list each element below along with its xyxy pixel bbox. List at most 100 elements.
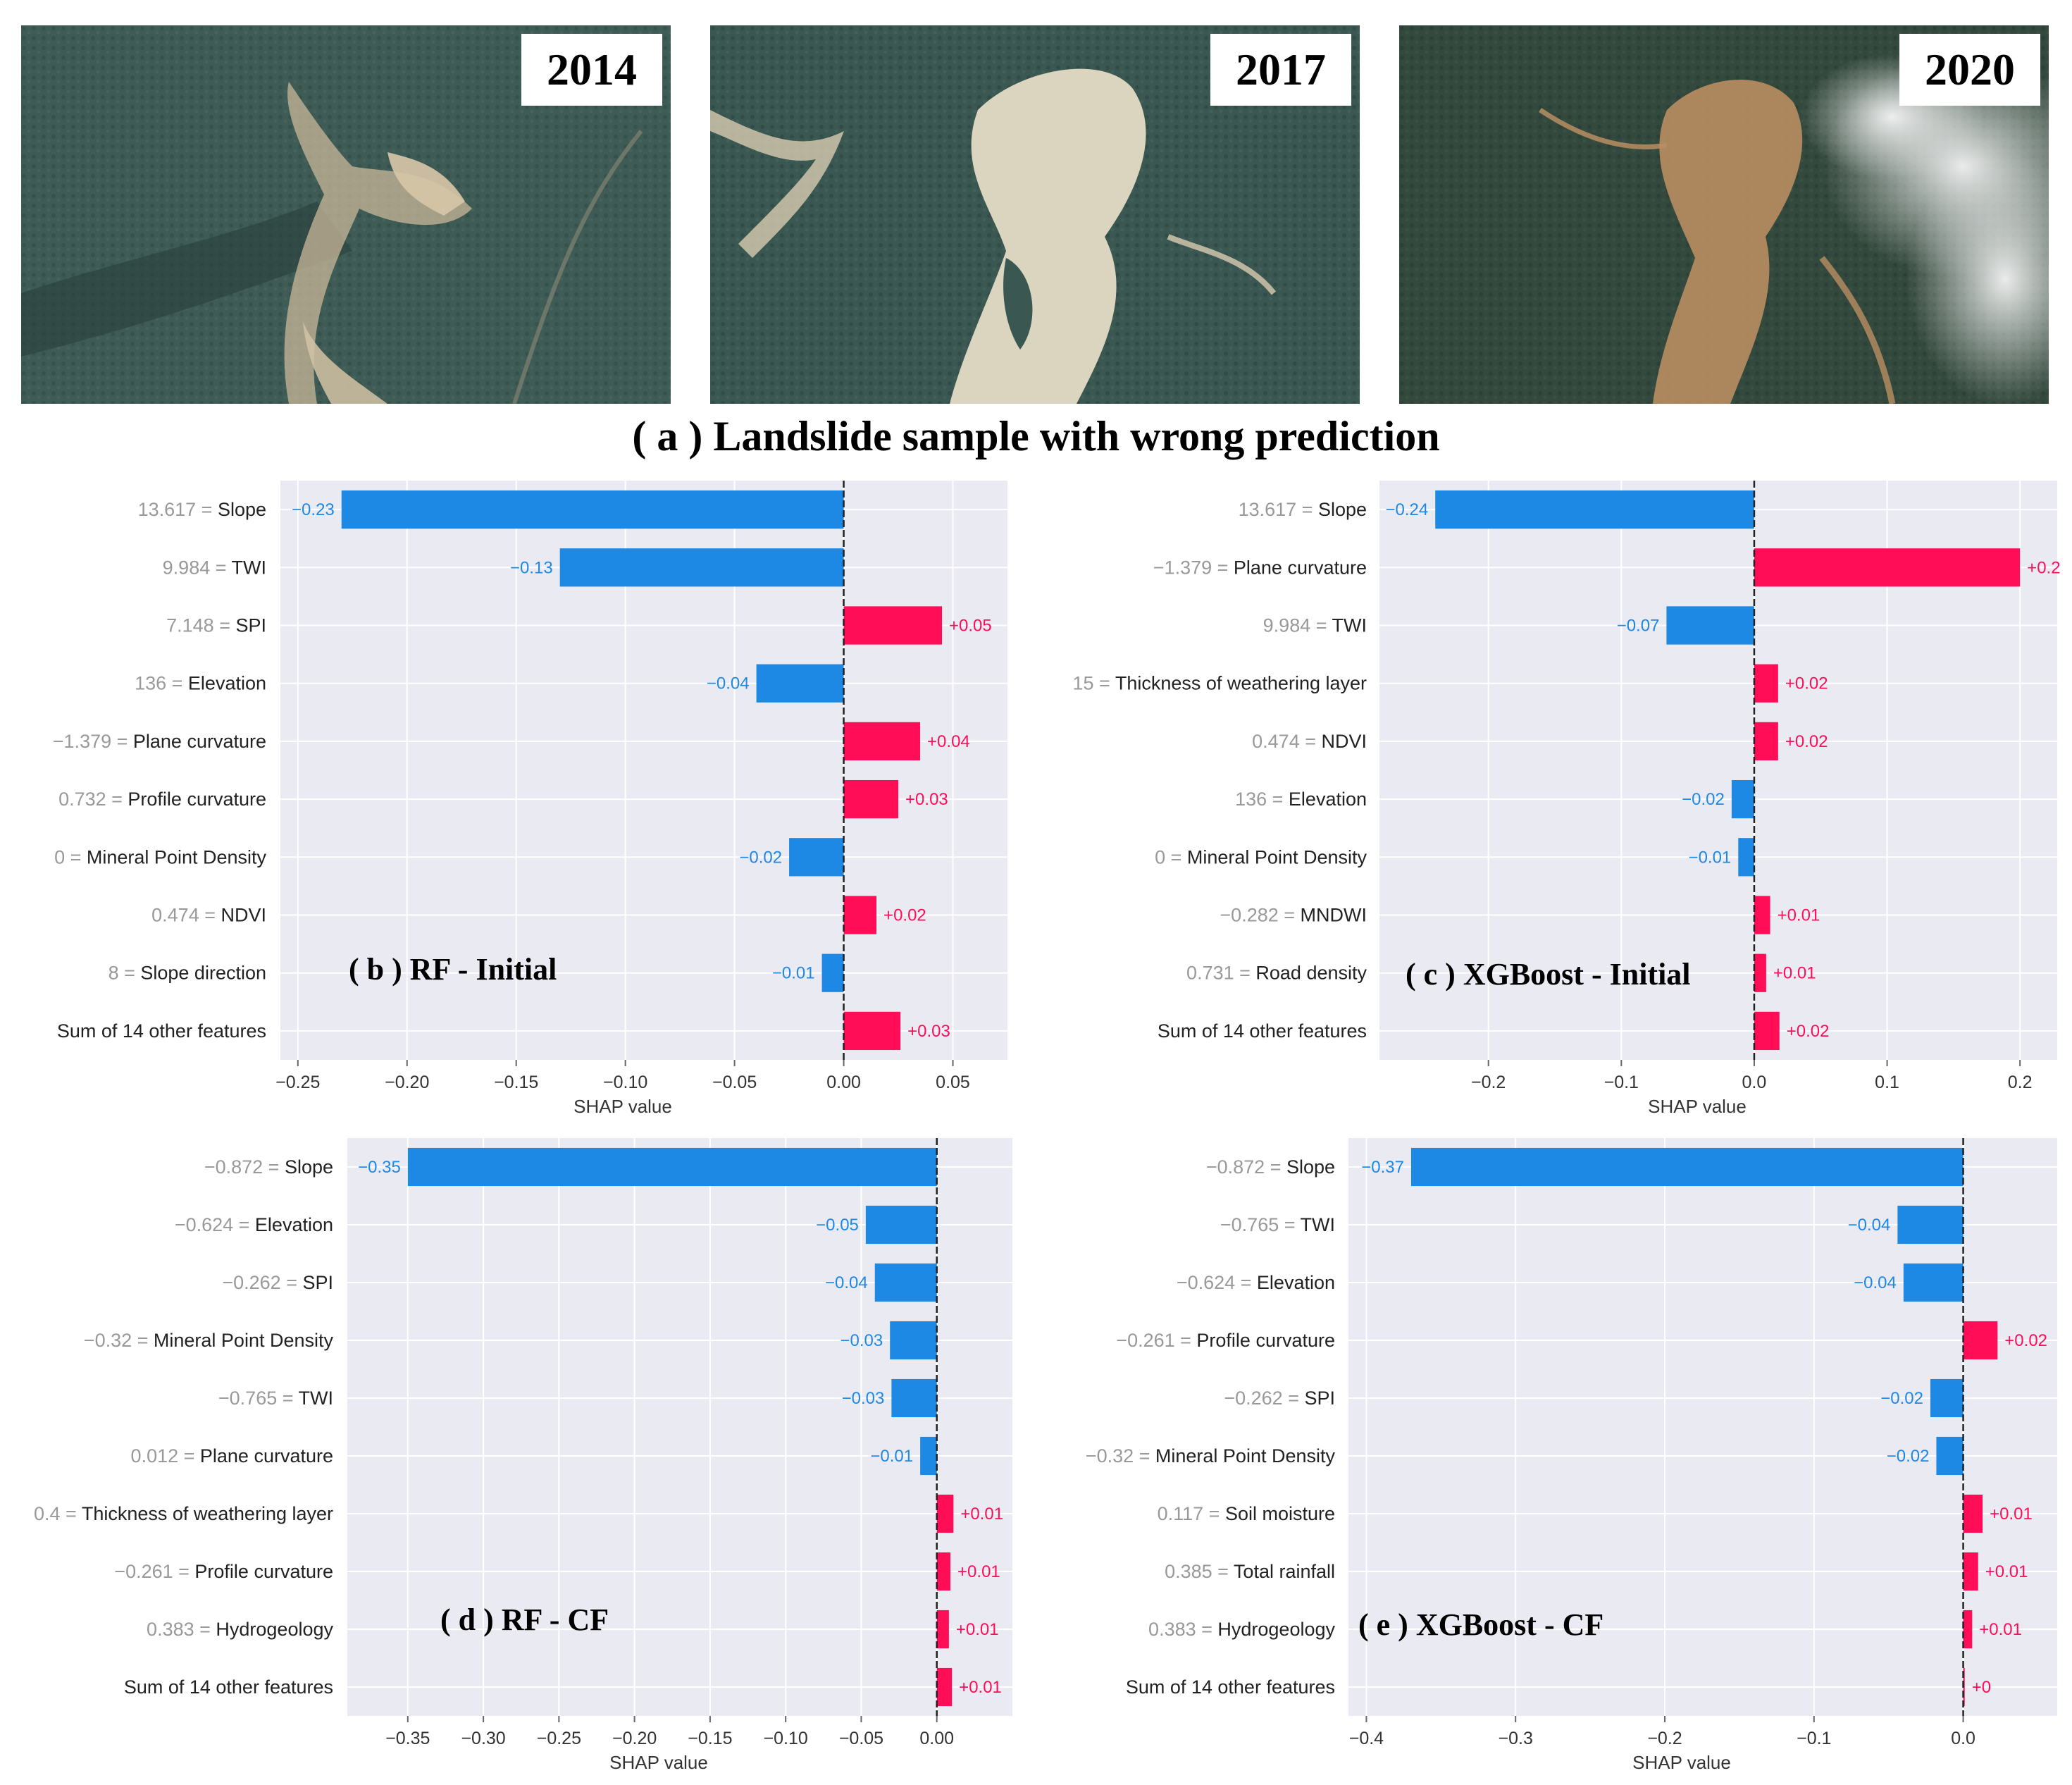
shap-value-label: +0.01 <box>956 1620 999 1639</box>
year-label-2014: 2014 <box>521 34 662 106</box>
x-axis-label: SHAP value <box>1648 1096 1747 1117</box>
feature-value: −0.765 = <box>218 1388 299 1409</box>
feature-label: 0.474 = NDVI <box>151 905 266 926</box>
feature-name: Plane curvature <box>1234 557 1367 578</box>
terrain-2020 <box>1399 25 2049 404</box>
feature-label: 7.148 = SPI <box>166 615 266 636</box>
feature-value: −0.32 = <box>84 1330 154 1351</box>
feature-name: Slope <box>218 499 266 520</box>
x-tick-label: −0.10 <box>764 1729 808 1748</box>
feature-label: 0 = Mineral Point Density <box>1155 846 1367 867</box>
feature-name: Slope <box>285 1156 333 1178</box>
feature-name: Road density <box>1255 963 1367 984</box>
shap-value-label: −0.04 <box>707 674 750 693</box>
feature-label: 15 = Thickness of weathering layer <box>1073 673 1367 694</box>
feature-label: −0.872 = Slope <box>204 1156 333 1178</box>
shap-value-label: −0.02 <box>739 848 782 867</box>
feature-name: Profile curvature <box>128 789 266 810</box>
shap-bar-mineral-point-density <box>890 1321 937 1360</box>
shap-bar-road-density <box>1754 953 1766 992</box>
feature-name: Sum of 14 other features <box>57 1020 266 1042</box>
shap-value-label: −0.03 <box>840 1331 883 1350</box>
feature-label: 0.117 = Soil moisture <box>1158 1503 1335 1524</box>
shap-bar-sum-of-14-other-features <box>843 1011 901 1051</box>
shap-chart-rf-initial: −0.25 −0.20 −0.15 −0.10 −0.05 0.00 0.05 SHAP va… <box>53 481 1007 1117</box>
feature-name: Mineral Point Density <box>1155 1445 1336 1466</box>
shap-chart-xgboost-initial: −0.2 −0.1 0.0 0.1 0.2 SHAP value −0.24 13.617 =… <box>1073 481 2061 1117</box>
shap-bar-twi <box>559 548 844 587</box>
shap-value-label: +0.02 <box>883 906 926 925</box>
feature-value: 9.984 = <box>163 557 232 578</box>
shap-bar-hydrogeology <box>1963 1610 1973 1649</box>
feature-label: −0.765 = TWI <box>218 1388 333 1409</box>
x-tick-label: −0.15 <box>688 1729 732 1748</box>
shap-bar-thickness-of-weathering-layer <box>1754 664 1778 703</box>
year-label-2017: 2017 <box>1210 34 1351 106</box>
feature-label: 9.984 = TWI <box>1263 615 1367 636</box>
shap-value-label: −0.02 <box>1887 1447 1930 1466</box>
feature-value: 0.4 = <box>34 1503 82 1524</box>
x-tick-label: −0.35 <box>385 1729 430 1748</box>
shap-bar-mineral-point-density <box>1936 1436 1964 1476</box>
feature-label: 0 = Mineral Point Density <box>54 846 266 867</box>
shap-value-label: +0.04 <box>927 732 970 751</box>
x-tick-label: −0.25 <box>537 1729 581 1748</box>
feature-label: −0.261 = Profile curvature <box>114 1561 333 1582</box>
shap-bar-elevation <box>865 1205 937 1244</box>
feature-value: 0.383 = <box>147 1619 216 1640</box>
feature-label: 13.617 = Slope <box>138 499 266 520</box>
shap-value-label: −0.05 <box>816 1216 859 1235</box>
shap-bar-spi <box>874 1263 937 1302</box>
panel-title: ( c ) XGBoost - Initial <box>1406 957 1691 992</box>
panel-title: ( e ) XGBoost - CF <box>1358 1607 1603 1642</box>
feature-name: Slope <box>1286 1156 1335 1178</box>
feature-name: Sum of 14 other features <box>124 1676 333 1698</box>
shap-value-label: +0.01 <box>1773 964 1816 983</box>
shap-bar-slope <box>1410 1147 1964 1187</box>
panel-title: ( d ) RF - CF <box>440 1602 609 1637</box>
shap-value-label: −0.23 <box>292 500 335 519</box>
shap-value-label: −0.04 <box>1848 1216 1891 1235</box>
feature-name: Slope <box>1318 499 1367 520</box>
feature-value: −0.262 = <box>222 1272 302 1293</box>
feature-value: 0.117 = <box>1158 1503 1225 1524</box>
x-tick-label: −0.30 <box>461 1729 505 1748</box>
feature-name: Sum of 14 other features <box>1158 1020 1367 1042</box>
feature-name: Plane curvature <box>200 1445 333 1466</box>
feature-value: −0.872 = <box>1206 1156 1286 1178</box>
shap-bar-plane-curvature <box>1754 548 2021 587</box>
feature-label: 136 = Elevation <box>135 673 266 694</box>
shap-value-label: +0.01 <box>1985 1562 2028 1581</box>
feature-label: Sum of 14 other features <box>1126 1676 1335 1698</box>
feature-name: TWI <box>1301 1214 1335 1235</box>
feature-name: SPI <box>235 615 266 636</box>
feature-value: 0.474 = <box>151 905 221 926</box>
feature-value: −0.765 = <box>1220 1214 1301 1235</box>
feature-name: Profile curvature <box>1196 1330 1335 1351</box>
feature-name: Hydrogeology <box>1217 1619 1335 1640</box>
shap-bar-mineral-point-density <box>1738 838 1754 877</box>
shap-value-label: −0.04 <box>825 1273 868 1292</box>
shap-bar-plane-curvature <box>920 1436 937 1476</box>
feature-value: −0.262 = <box>1224 1388 1304 1409</box>
feature-value: −0.872 = <box>204 1156 285 1178</box>
feature-label: −0.261 = Profile curvature <box>1116 1330 1335 1351</box>
shap-bar-profile-curvature <box>936 1552 951 1591</box>
terrain-2017 <box>710 25 1360 404</box>
shap-bar-mndwi <box>1754 896 1770 934</box>
shap-value-label: +0.01 <box>1990 1505 2033 1524</box>
shap-bar-soil-moisture <box>1963 1494 1983 1533</box>
feature-name: Hydrogeology <box>216 1619 333 1640</box>
shap-bar-sum-of-14-other-features <box>1754 1011 1780 1051</box>
feature-name: Thickness of weathering layer <box>1115 673 1367 694</box>
feature-label: Sum of 14 other features <box>1158 1020 1367 1042</box>
shap-bar-total-rainfall <box>1963 1552 1978 1591</box>
satellite-photo-2017: 2017 <box>710 25 1360 404</box>
x-tick-label: −0.1 <box>1604 1073 1639 1092</box>
shap-bar-twi <box>891 1378 937 1418</box>
x-tick-label: −0.1 <box>1797 1729 1831 1748</box>
panel-e-xgboost-cf: −0.4 −0.3 −0.2 −0.1 0.0 SHAP value −0.37 −0.872… <box>1036 1131 2072 1785</box>
feature-value: 0 = <box>54 846 87 867</box>
year-label-2020: 2020 <box>1899 34 2040 106</box>
feature-label: 0.731 = Road density <box>1186 963 1367 984</box>
